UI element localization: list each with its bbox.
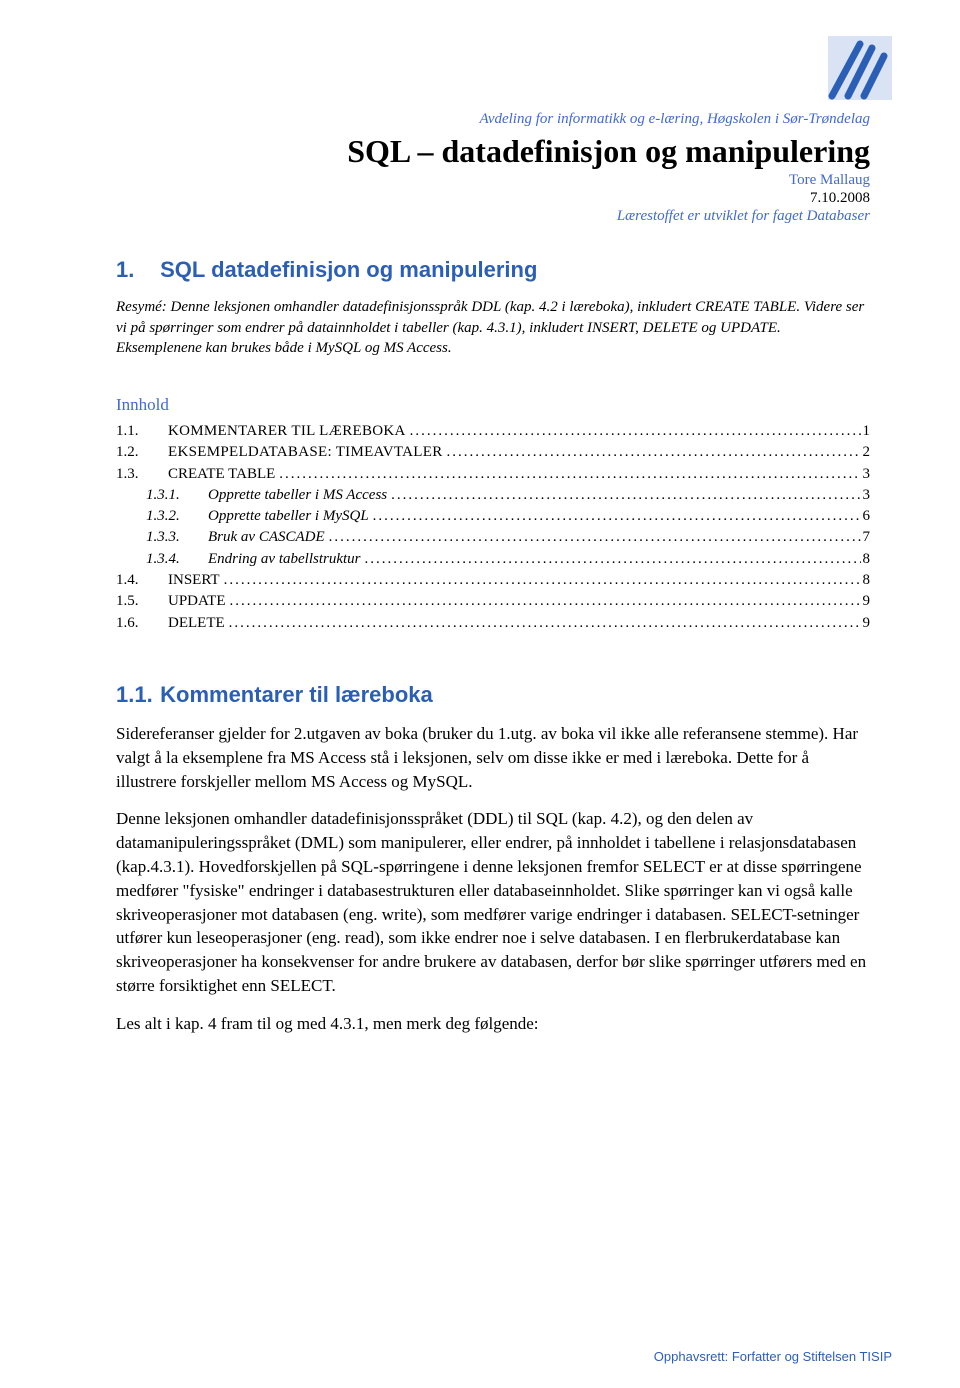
toc-number: 1.3.2. — [146, 506, 208, 527]
toc-label: Opprette tabeller i MS Access — [208, 487, 387, 503]
toc-row[interactable]: 1.4.INSERT 8 — [116, 570, 870, 591]
toc-dots — [443, 442, 861, 463]
body-paragraph: Sidereferanser gjelder for 2.utgaven av … — [116, 722, 870, 793]
toc-row[interactable]: 1.6.DELETE 9 — [116, 613, 870, 634]
author-line: Tore Mallaug — [116, 172, 870, 189]
toc-label: EKSEMPELDATABASE: TIMEAVTALER — [168, 444, 443, 460]
toc-page-number: 3 — [861, 485, 871, 506]
copyright-footer: Opphavsrett: Forfatter og Stiftelsen TIS… — [654, 1349, 892, 1364]
toc-dots — [225, 613, 861, 634]
toc-number: 1.6. — [116, 613, 168, 634]
toc-dots — [361, 549, 861, 570]
toc-row[interactable]: 1.3.1.Opprette tabeller i MS Access 3 — [116, 485, 870, 506]
date-line: 7.10.2008 — [116, 190, 870, 207]
resume-paragraph: Resymé: Denne leksjonen omhandler datade… — [116, 297, 870, 359]
toc-entry: 1.1.KOMMENTARER TIL LÆREBOKA — [116, 421, 406, 442]
toc-label: Opprette tabeller i MySQL — [208, 508, 369, 524]
toc-entry: 1.3.CREATE TABLE — [116, 464, 275, 485]
toc-page-number: 6 — [861, 506, 871, 527]
toc-row[interactable]: 1.3.CREATE TABLE 3 — [116, 464, 870, 485]
toc-label: Endring av tabellstruktur — [208, 551, 361, 567]
toc-dots — [325, 527, 861, 548]
copyright-label: Opphavsrett: — [654, 1349, 732, 1364]
toc-entry: 1.4.INSERT — [116, 570, 220, 591]
toc-entry: 1.3.2.Opprette tabeller i MySQL — [146, 506, 369, 527]
toc-row[interactable]: 1.3.2.Opprette tabeller i MySQL 6 — [116, 506, 870, 527]
toc-dots — [275, 464, 860, 485]
toc-label: DELETE — [168, 615, 225, 631]
toc-label: UPDATE — [168, 593, 226, 609]
toc-label: CREATE TABLE — [168, 466, 275, 482]
toc-row[interactable]: 1.2.EKSEMPELDATABASE: TIMEAVTALER 2 — [116, 442, 870, 463]
table-of-contents: 1.1.KOMMENTARER TIL LÆREBOKA11.2.EKSEMPE… — [116, 421, 870, 634]
toc-label: INSERT — [168, 572, 220, 588]
toc-number: 1.2. — [116, 442, 168, 463]
section-title: SQL datadefinisjon og manipulering — [160, 257, 537, 282]
toc-number: 1.3.1. — [146, 485, 208, 506]
toc-entry: 1.3.4.Endring av tabellstruktur — [146, 549, 361, 570]
toc-dots — [220, 570, 861, 591]
institution-logo — [828, 36, 892, 100]
toc-number: 1.4. — [116, 570, 168, 591]
toc-page-number: 9 — [861, 591, 871, 612]
toc-page-number: 2 — [861, 442, 871, 463]
toc-page-number: 7 — [861, 527, 871, 548]
document-page: Avdeling for informatikk og e-læring, Hø… — [0, 0, 960, 1388]
toc-dots — [387, 485, 860, 506]
toc-page-number: 8 — [861, 570, 871, 591]
toc-row[interactable]: 1.3.4.Endring av tabellstruktur 8 — [116, 549, 870, 570]
toc-number: 1.3. — [116, 464, 168, 485]
section-title: Kommentarer til læreboka — [160, 682, 433, 707]
toc-dots — [406, 421, 861, 442]
toc-row[interactable]: 1.3.3.Bruk av CASCADE 7 — [116, 527, 870, 548]
toc-dots — [226, 591, 861, 612]
copyright-link[interactable]: Forfatter og Stiftelsen TISIP — [732, 1349, 892, 1364]
document-title: SQL – datadefinisjon og manipulering — [116, 132, 870, 170]
section-number: 1.1. — [116, 682, 154, 708]
toc-entry: 1.2.EKSEMPELDATABASE: TIMEAVTALER — [116, 442, 443, 463]
toc-dots — [369, 506, 861, 527]
toc-label: KOMMENTARER TIL LÆREBOKA — [168, 423, 406, 439]
toc-page-number: 3 — [861, 464, 871, 485]
toc-entry: 1.3.1.Opprette tabeller i MS Access — [146, 485, 387, 506]
document-header: Avdeling for informatikk og e-læring, Hø… — [116, 110, 870, 225]
toc-page-number: 9 — [861, 613, 871, 634]
toc-label: Bruk av CASCADE — [208, 529, 325, 545]
toc-number: 1.3.4. — [146, 549, 208, 570]
section-number: 1. — [116, 257, 154, 283]
toc-row[interactable]: 1.5.UPDATE 9 — [116, 591, 870, 612]
toc-heading: Innhold — [116, 395, 870, 415]
body-paragraph: Denne leksjonen omhandler datadefinisjon… — [116, 807, 870, 997]
section-heading-1: 1. SQL datadefinisjon og manipulering — [116, 257, 870, 283]
toc-page-number: 1 — [861, 421, 871, 442]
toc-page-number: 8 — [861, 549, 871, 570]
toc-entry: 1.3.3.Bruk av CASCADE — [146, 527, 325, 548]
toc-number: 1.5. — [116, 591, 168, 612]
toc-number: 1.1. — [116, 421, 168, 442]
toc-number: 1.3.3. — [146, 527, 208, 548]
toc-entry: 1.6.DELETE — [116, 613, 225, 634]
body-paragraph: Les alt i kap. 4 fram til og med 4.3.1, … — [116, 1012, 870, 1036]
course-line: Lærestoffet er utviklet for faget Databa… — [116, 208, 870, 225]
department-line: Avdeling for informatikk og e-læring, Hø… — [116, 110, 870, 130]
toc-entry: 1.5.UPDATE — [116, 591, 226, 612]
toc-row[interactable]: 1.1.KOMMENTARER TIL LÆREBOKA 1 — [116, 421, 870, 442]
section-heading-1-1: 1.1. Kommentarer til læreboka — [116, 682, 870, 708]
